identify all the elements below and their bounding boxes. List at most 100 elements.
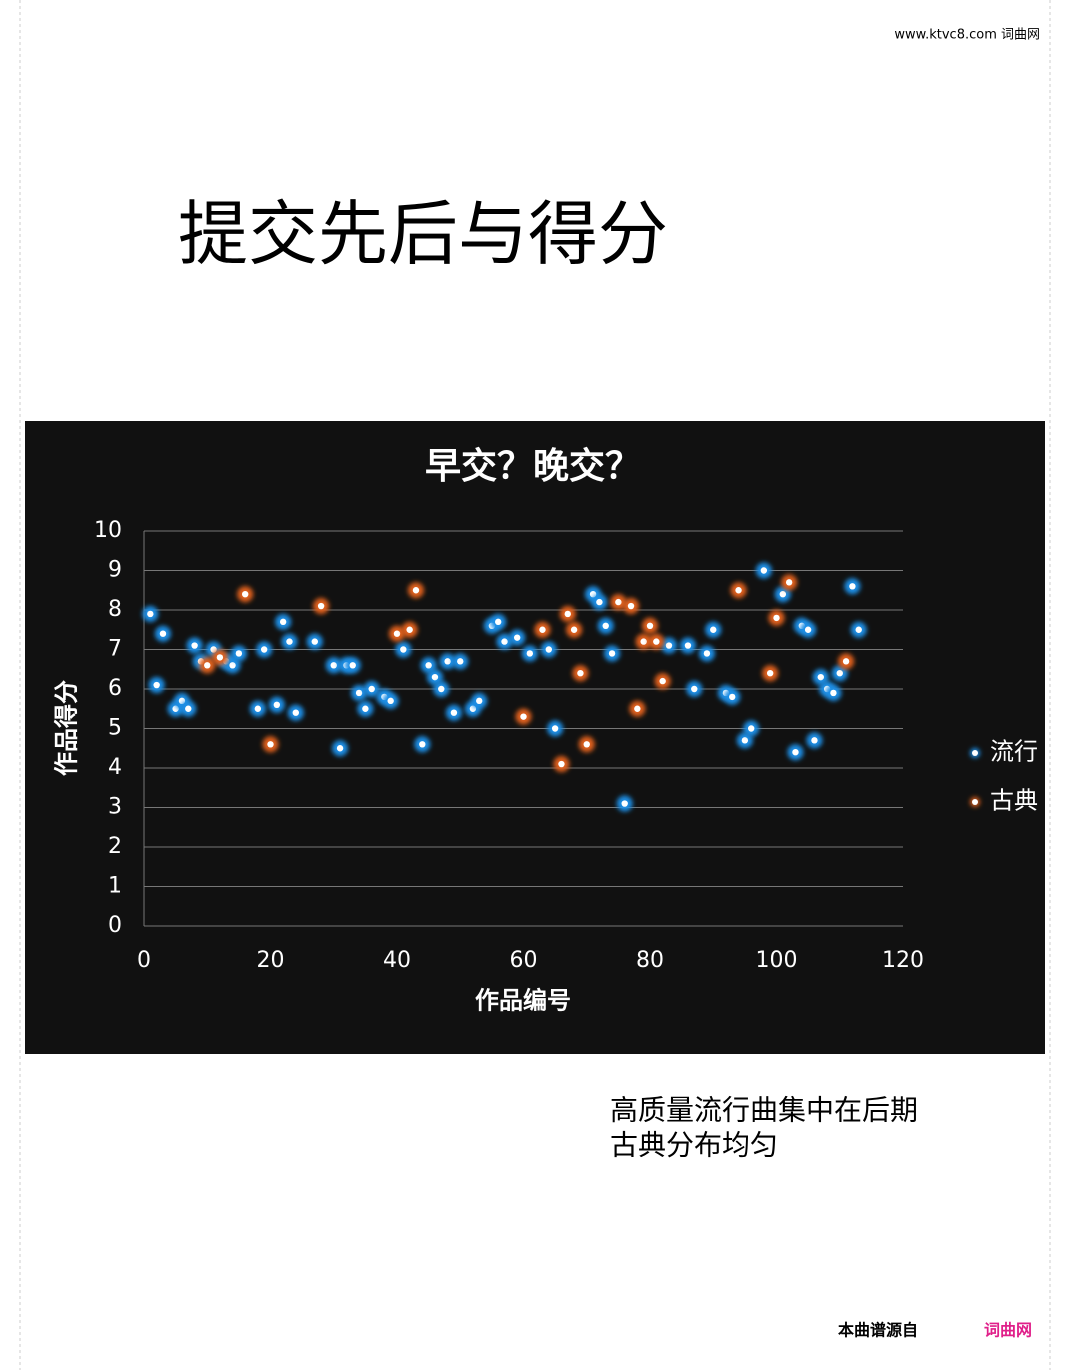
point [743,720,760,737]
x-axis-label: 作品编号 [475,986,571,1015]
point [281,633,298,650]
point [509,629,526,646]
point [180,700,197,717]
point [313,598,330,615]
y-tick-label: 4 [108,755,122,780]
point [654,673,671,690]
point [471,692,488,709]
x-tick-label: 100 [756,948,798,973]
y-tick-label: 10 [94,518,122,543]
site-header: www.ktvc8.com 词曲网 [894,28,1040,43]
point [825,684,842,701]
point [268,696,285,713]
point [844,578,861,595]
x-tick-label: 60 [510,948,538,973]
point [806,732,823,749]
point [768,609,785,626]
point [452,653,469,670]
point [275,613,292,630]
y-tick-label: 3 [108,795,122,820]
point [800,621,817,638]
point [154,625,171,642]
point [705,621,722,638]
point [660,637,677,654]
point [433,681,450,697]
y-tick-label: 5 [108,716,122,741]
point [515,708,532,725]
point [363,681,380,697]
point [407,582,424,599]
chart-background [25,421,1045,1054]
point [395,641,412,658]
point [578,736,595,753]
point [325,657,342,674]
point [572,665,589,682]
x-tick-label: 120 [882,948,924,973]
point [850,621,867,638]
point [597,617,614,634]
point [445,704,462,721]
x-tick-label: 20 [257,948,285,973]
x-tick-label: 0 [137,948,151,973]
point [559,605,576,622]
point [199,657,216,674]
point [249,700,266,717]
y-axis-label: 作品得分 [52,680,81,776]
legend-marker [972,799,978,805]
point [540,641,557,658]
point [730,582,747,599]
page-title: 提交先后与得分 [178,193,668,275]
point [534,621,551,638]
point [382,692,399,709]
y-tick-label: 6 [108,676,122,701]
note: 古典分布均匀 [610,1129,778,1162]
footer-source: 本曲谱源自 [838,1321,918,1340]
point [635,633,652,650]
point [389,625,405,642]
point [831,665,848,682]
point [344,657,361,674]
y-tick-label: 0 [108,913,122,938]
point [781,574,798,591]
point [142,605,159,622]
point [774,586,791,603]
point [604,645,621,662]
legend-label: 流行 [990,738,1038,766]
point [439,653,456,670]
point [521,645,538,662]
point [566,621,583,638]
point [679,637,696,654]
note: 高质量流行曲集中在后期 [610,1094,918,1127]
y-tick-label: 2 [108,834,122,859]
point [256,641,273,658]
y-tick-label: 1 [108,874,122,899]
point [351,684,368,701]
legend-label: 古典 [990,787,1038,815]
point [698,645,715,662]
point [616,795,633,812]
point [623,598,640,615]
point [262,736,279,753]
point [724,688,741,705]
point [414,736,431,753]
x-tick-label: 40 [383,948,411,973]
point [547,720,564,737]
point [736,732,753,749]
point [490,613,507,630]
point [357,700,374,717]
x-tick-label: 80 [636,948,664,973]
point [787,744,804,761]
point [332,740,349,757]
point [838,653,855,670]
point [426,669,443,686]
point [306,633,323,650]
y-tick-label: 9 [108,558,122,583]
point [591,594,608,611]
point [186,637,203,654]
point [755,562,772,579]
point [420,657,437,674]
chart-title: 早交？晚交？ [425,445,641,487]
point [629,700,646,717]
point [496,633,513,650]
